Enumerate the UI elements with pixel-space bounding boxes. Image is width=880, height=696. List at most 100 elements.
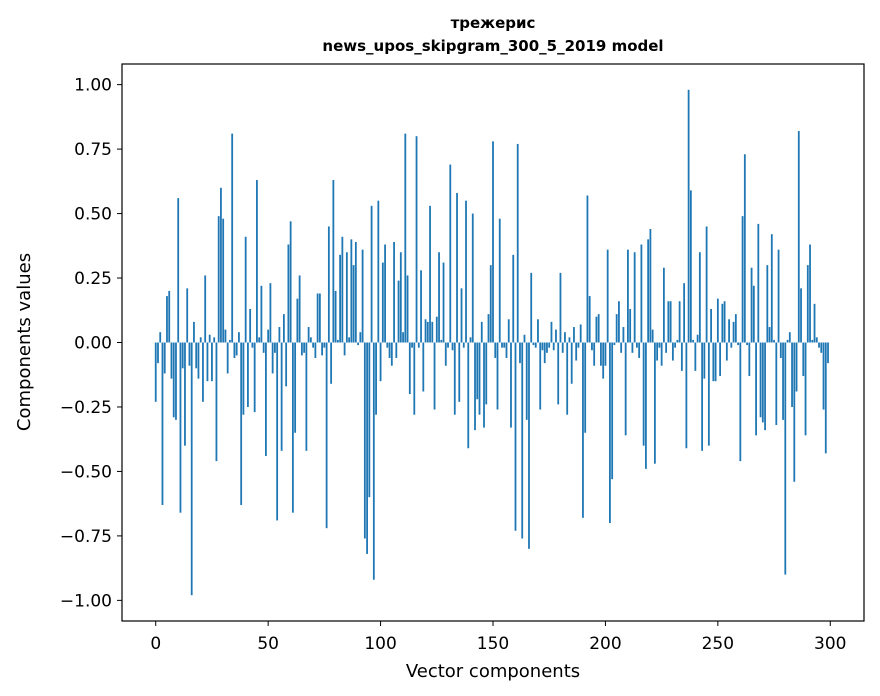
bar-29 <box>220 187 222 343</box>
bar-159 <box>512 254 515 343</box>
x-tick-label: 100 <box>364 634 396 654</box>
bar-178 <box>555 329 557 343</box>
chart-title-line-2: news_upos_skipgram_300_5_2019 model <box>322 37 663 55</box>
bar-266 <box>752 285 755 343</box>
bar-276 <box>775 342 778 426</box>
bar-28 <box>217 216 220 343</box>
bar-167 <box>530 272 533 343</box>
bar-8 <box>172 342 175 418</box>
bar-55 <box>278 327 281 343</box>
bar-74 <box>321 342 324 356</box>
bar-35 <box>233 342 236 358</box>
bar-14 <box>186 288 189 343</box>
bar-53 <box>274 342 276 353</box>
bar-235 <box>683 283 686 343</box>
bar-248 <box>712 342 715 382</box>
x-tick-label: 50 <box>257 634 279 654</box>
bar-80 <box>334 290 337 343</box>
bar-33 <box>229 339 231 343</box>
bar-97 <box>372 342 375 580</box>
bar-22 <box>204 275 207 343</box>
bar-133 <box>453 342 456 415</box>
bar-63 <box>296 298 299 343</box>
bar-81 <box>336 339 339 343</box>
bar-200 <box>604 342 607 366</box>
bar-218 <box>645 342 647 469</box>
bar-31 <box>224 329 227 343</box>
bar-176 <box>550 321 553 343</box>
bar-142 <box>474 342 476 431</box>
bar-187 <box>575 342 578 361</box>
bar-289 <box>804 342 807 436</box>
bar-57 <box>282 314 285 343</box>
bar-249 <box>714 342 717 382</box>
bar-130 <box>447 342 449 348</box>
bar-119 <box>422 342 425 392</box>
bar-263 <box>746 342 748 346</box>
bar-299 <box>827 342 829 364</box>
bar-95 <box>368 342 371 498</box>
bar-0 <box>154 342 157 402</box>
bar-215 <box>638 342 641 358</box>
bar-232 <box>676 339 679 343</box>
bar-257 <box>732 321 735 343</box>
bar-177 <box>552 342 555 351</box>
bar-203 <box>611 342 614 480</box>
bar-242 <box>698 252 701 343</box>
bar-138 <box>465 200 467 343</box>
bar-216 <box>640 244 643 343</box>
bar-298 <box>824 342 827 454</box>
bar-146 <box>483 342 485 428</box>
bar-92 <box>361 249 364 343</box>
bar-69 <box>309 337 312 343</box>
bar-56 <box>280 342 283 451</box>
bar-145 <box>480 321 483 343</box>
bar-241 <box>696 334 699 343</box>
bar-44 <box>253 342 256 413</box>
y-tick-label: 1.00 <box>74 76 112 96</box>
bar-222 <box>653 342 656 464</box>
bar-12 <box>181 342 184 369</box>
bar-62 <box>294 342 297 433</box>
bar-114 <box>411 342 413 348</box>
bar-244 <box>703 342 706 379</box>
bar-20 <box>199 337 202 343</box>
bar-201 <box>606 249 609 343</box>
bar-64 <box>298 275 301 343</box>
bar-213 <box>633 252 636 343</box>
bar-199 <box>602 342 605 379</box>
bar-73 <box>318 293 321 343</box>
bar-272 <box>766 265 769 343</box>
bar-221 <box>651 329 654 343</box>
bar-175 <box>548 342 551 348</box>
bar-225 <box>660 342 663 366</box>
bar-128 <box>442 262 445 343</box>
bar-46 <box>258 337 261 343</box>
bar-131 <box>449 164 452 343</box>
bar-157 <box>507 319 510 343</box>
bar-252 <box>721 303 724 343</box>
bar-47 <box>260 285 263 343</box>
bar-67 <box>305 342 308 451</box>
bar-45 <box>256 180 258 343</box>
bar-91 <box>359 332 362 343</box>
bar-102 <box>384 244 386 343</box>
bar-127 <box>440 339 443 343</box>
bar-76 <box>325 342 328 529</box>
bar-109 <box>399 252 402 343</box>
bar-217 <box>642 342 645 446</box>
bar-116 <box>415 136 418 343</box>
bar-23 <box>206 342 209 382</box>
bar-258 <box>734 314 737 343</box>
bar-180 <box>559 272 562 343</box>
bar-9 <box>175 342 177 420</box>
bar-286 <box>797 131 800 343</box>
bar-83 <box>341 236 344 343</box>
x-tick-label: 250 <box>702 634 734 654</box>
bar-220 <box>649 229 652 343</box>
bars-group <box>154 89 829 596</box>
bar-236 <box>685 342 688 449</box>
bar-297 <box>822 342 825 410</box>
bar-24 <box>208 334 211 343</box>
bar-205 <box>615 314 618 343</box>
